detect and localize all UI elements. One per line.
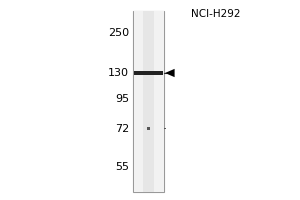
- Text: NCI-H292: NCI-H292: [191, 9, 241, 19]
- Text: 72: 72: [115, 124, 129, 134]
- Bar: [134, 71, 163, 75]
- Text: 130: 130: [108, 68, 129, 78]
- Text: 55: 55: [115, 162, 129, 172]
- Text: 250: 250: [108, 28, 129, 38]
- Bar: [143, 11, 154, 192]
- Polygon shape: [165, 69, 175, 77]
- Bar: [147, 127, 150, 130]
- Text: 95: 95: [115, 94, 129, 104]
- Bar: [133, 11, 164, 192]
- Bar: [134, 11, 164, 192]
